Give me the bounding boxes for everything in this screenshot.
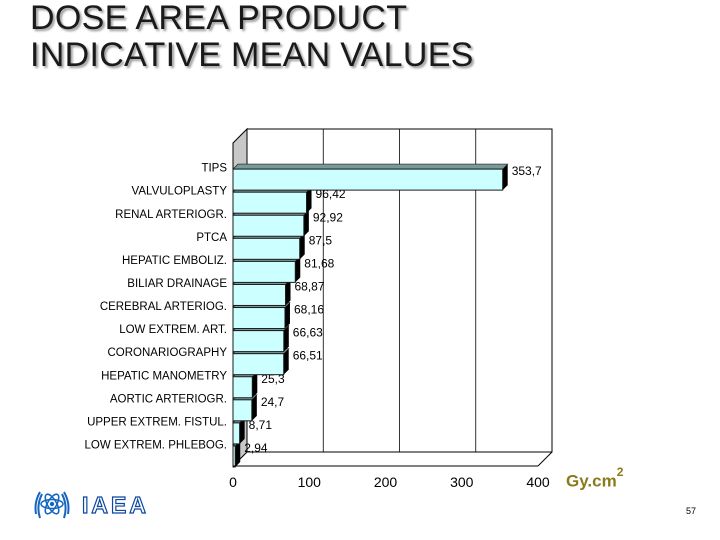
- unit-exponent: 2: [616, 465, 624, 479]
- x-axis-unit-label: Gy.cm2: [566, 465, 623, 492]
- data-label: 66,51: [293, 349, 323, 363]
- data-label: 92,92: [313, 210, 343, 224]
- bar-side: [283, 348, 289, 375]
- floor-edge: [537, 451, 553, 467]
- data-label: 353,7: [512, 164, 542, 178]
- category-label: HEPATIC EMBOLIZ.: [122, 255, 227, 267]
- bar-side: [252, 371, 258, 398]
- title-line-2: INDICATIVE MEAN VALUES: [30, 36, 474, 74]
- category-label: CORONARIOGRAPHY: [108, 347, 228, 359]
- x-tick-label: 200: [374, 474, 398, 490]
- page-number: 57: [686, 506, 697, 516]
- data-label: 24,7: [261, 395, 285, 409]
- data-label: 66,63: [293, 326, 323, 340]
- x-tick-label: 400: [526, 474, 550, 490]
- category-label: TIPS: [201, 163, 227, 175]
- bar-side: [283, 325, 289, 352]
- data-label: 2,94: [244, 441, 268, 455]
- category-label: LOW EXTREM. PHLEBOG.: [85, 439, 228, 451]
- bar-side: [502, 164, 508, 191]
- bar-top: [232, 163, 509, 170]
- category-label: BILIAR DRAINAGE: [127, 278, 227, 290]
- unit-base: Gy.cm: [566, 471, 617, 491]
- bar: [232, 214, 305, 237]
- iaea-logo-text: IAEA: [81, 491, 149, 518]
- bar-side: [284, 302, 290, 329]
- bar: [232, 330, 285, 353]
- data-label: 25,3: [261, 372, 285, 386]
- x-tick-label: 300: [450, 474, 474, 490]
- data-label: 8,71: [249, 418, 273, 432]
- bar: [232, 260, 296, 283]
- x-tick-label: 100: [298, 474, 322, 490]
- iaea-emblem-icon: [34, 491, 70, 519]
- data-label: 81,68: [304, 256, 334, 270]
- bar: [232, 422, 241, 445]
- bar-side: [285, 279, 291, 306]
- bar: [232, 376, 253, 399]
- category-label: AORTIC ARTERIOGR.: [110, 393, 227, 405]
- bar: [232, 283, 287, 306]
- category-label: RENAL ARTERIOGR.: [115, 209, 227, 221]
- bar-side: [299, 233, 305, 260]
- bar: [232, 399, 253, 422]
- bar-side: [306, 187, 312, 214]
- title-line-1: DOSE AREA PRODUCT: [30, 0, 408, 37]
- category-label: CEREBRAL ARTERIOG.: [100, 301, 227, 313]
- category-label: UPPER EXTREM. FISTUL.: [87, 416, 227, 428]
- category-label: HEPATIC MANOMETRY: [101, 370, 227, 382]
- bar: [232, 237, 301, 260]
- data-label: 96,42: [316, 187, 346, 201]
- data-label: 87,5: [309, 233, 333, 247]
- bar-side: [295, 256, 301, 283]
- bar-side: [303, 210, 309, 237]
- bar-side: [251, 394, 257, 421]
- category-label: PTCA: [196, 232, 227, 244]
- page-title: DOSE AREA PRODUCT INDICATIVE MEAN VALUES: [30, 0, 474, 74]
- data-label: 68,16: [294, 303, 324, 317]
- bar: [232, 307, 286, 330]
- bar: [232, 353, 285, 376]
- category-label: LOW EXTREM. ART.: [119, 324, 227, 336]
- bar: [232, 168, 504, 191]
- category-label: VALVULOPLASTY: [132, 186, 228, 198]
- bar: [232, 445, 236, 468]
- bar: [232, 191, 308, 214]
- data-label: 68,87: [295, 279, 325, 293]
- bar-side: [239, 417, 245, 444]
- x-tick-label: 0: [229, 474, 237, 490]
- bar-side: [235, 440, 241, 467]
